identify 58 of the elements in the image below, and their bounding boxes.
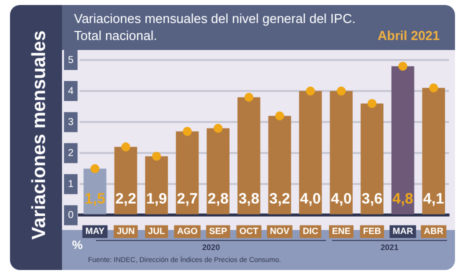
- bar: [299, 91, 322, 214]
- bar: [206, 128, 230, 214]
- y-axis-title: Variaciones mensuales: [29, 30, 51, 240]
- point: [121, 142, 130, 152]
- data-label: 3,6: [362, 190, 382, 208]
- point: [398, 62, 408, 71]
- x-tick-label: JUN: [116, 226, 135, 236]
- chart-subtitle: Abril 2021: [378, 28, 440, 43]
- data-label: 4,1: [423, 190, 444, 208]
- point: [275, 111, 284, 120]
- x-tick-label: MAR: [392, 226, 414, 236]
- x-tick-label: OCT: [239, 226, 259, 236]
- data-label: 3,2: [269, 190, 290, 208]
- y-tick-label: 3: [68, 116, 74, 128]
- point: [244, 92, 254, 102]
- data-label: 4,8: [392, 190, 414, 208]
- data-label: 2,2: [115, 190, 136, 208]
- point: [429, 83, 438, 92]
- data-label: 2,7: [176, 190, 198, 208]
- point: [306, 86, 315, 96]
- bar: [176, 131, 199, 214]
- bar: [145, 156, 168, 214]
- point: [90, 164, 100, 174]
- bar: [360, 103, 384, 214]
- y-tick-label: 5: [68, 54, 74, 66]
- data-label: 1,5: [84, 190, 106, 208]
- x-tick-label: ENE: [332, 226, 351, 236]
- text: %: [72, 238, 83, 252]
- text: 2020: [96, 240, 326, 252]
- x-tick-label: DIC: [302, 226, 319, 236]
- data-label: 1,9: [146, 190, 167, 208]
- y-tick-label: 2: [68, 148, 74, 159]
- x-tick-label: NOV: [270, 226, 290, 236]
- y-tick-label: 1: [68, 178, 74, 190]
- bar: [330, 91, 353, 214]
- data-label: 2,8: [208, 190, 229, 208]
- point: [152, 152, 162, 161]
- point: [214, 124, 223, 133]
- data-label: 3,8: [238, 190, 260, 208]
- x-tick-label: FEB: [363, 226, 382, 236]
- bar: [391, 66, 414, 214]
- y-tick-label: 0: [68, 210, 74, 221]
- x-tick-label: MAY: [85, 226, 105, 236]
- bar: [268, 116, 292, 214]
- point: [336, 86, 346, 96]
- point: [368, 98, 377, 108]
- chart-title: Variaciones mensuales del nivel general del IPC. Total nacional.: [74, 10, 357, 44]
- x-tick-label: ABR: [424, 226, 444, 236]
- data-label: 4,0: [300, 190, 321, 208]
- x-tick-label: JUL: [148, 226, 166, 236]
- text: 2021: [332, 240, 447, 252]
- point: [182, 126, 192, 136]
- x-tick-label: AGO: [177, 226, 198, 236]
- x-tick-label: SEP: [209, 226, 228, 236]
- data-label: 4,0: [330, 190, 352, 208]
- bar: [237, 97, 260, 214]
- bar: [422, 88, 446, 214]
- y-tick-label: 4: [68, 86, 74, 97]
